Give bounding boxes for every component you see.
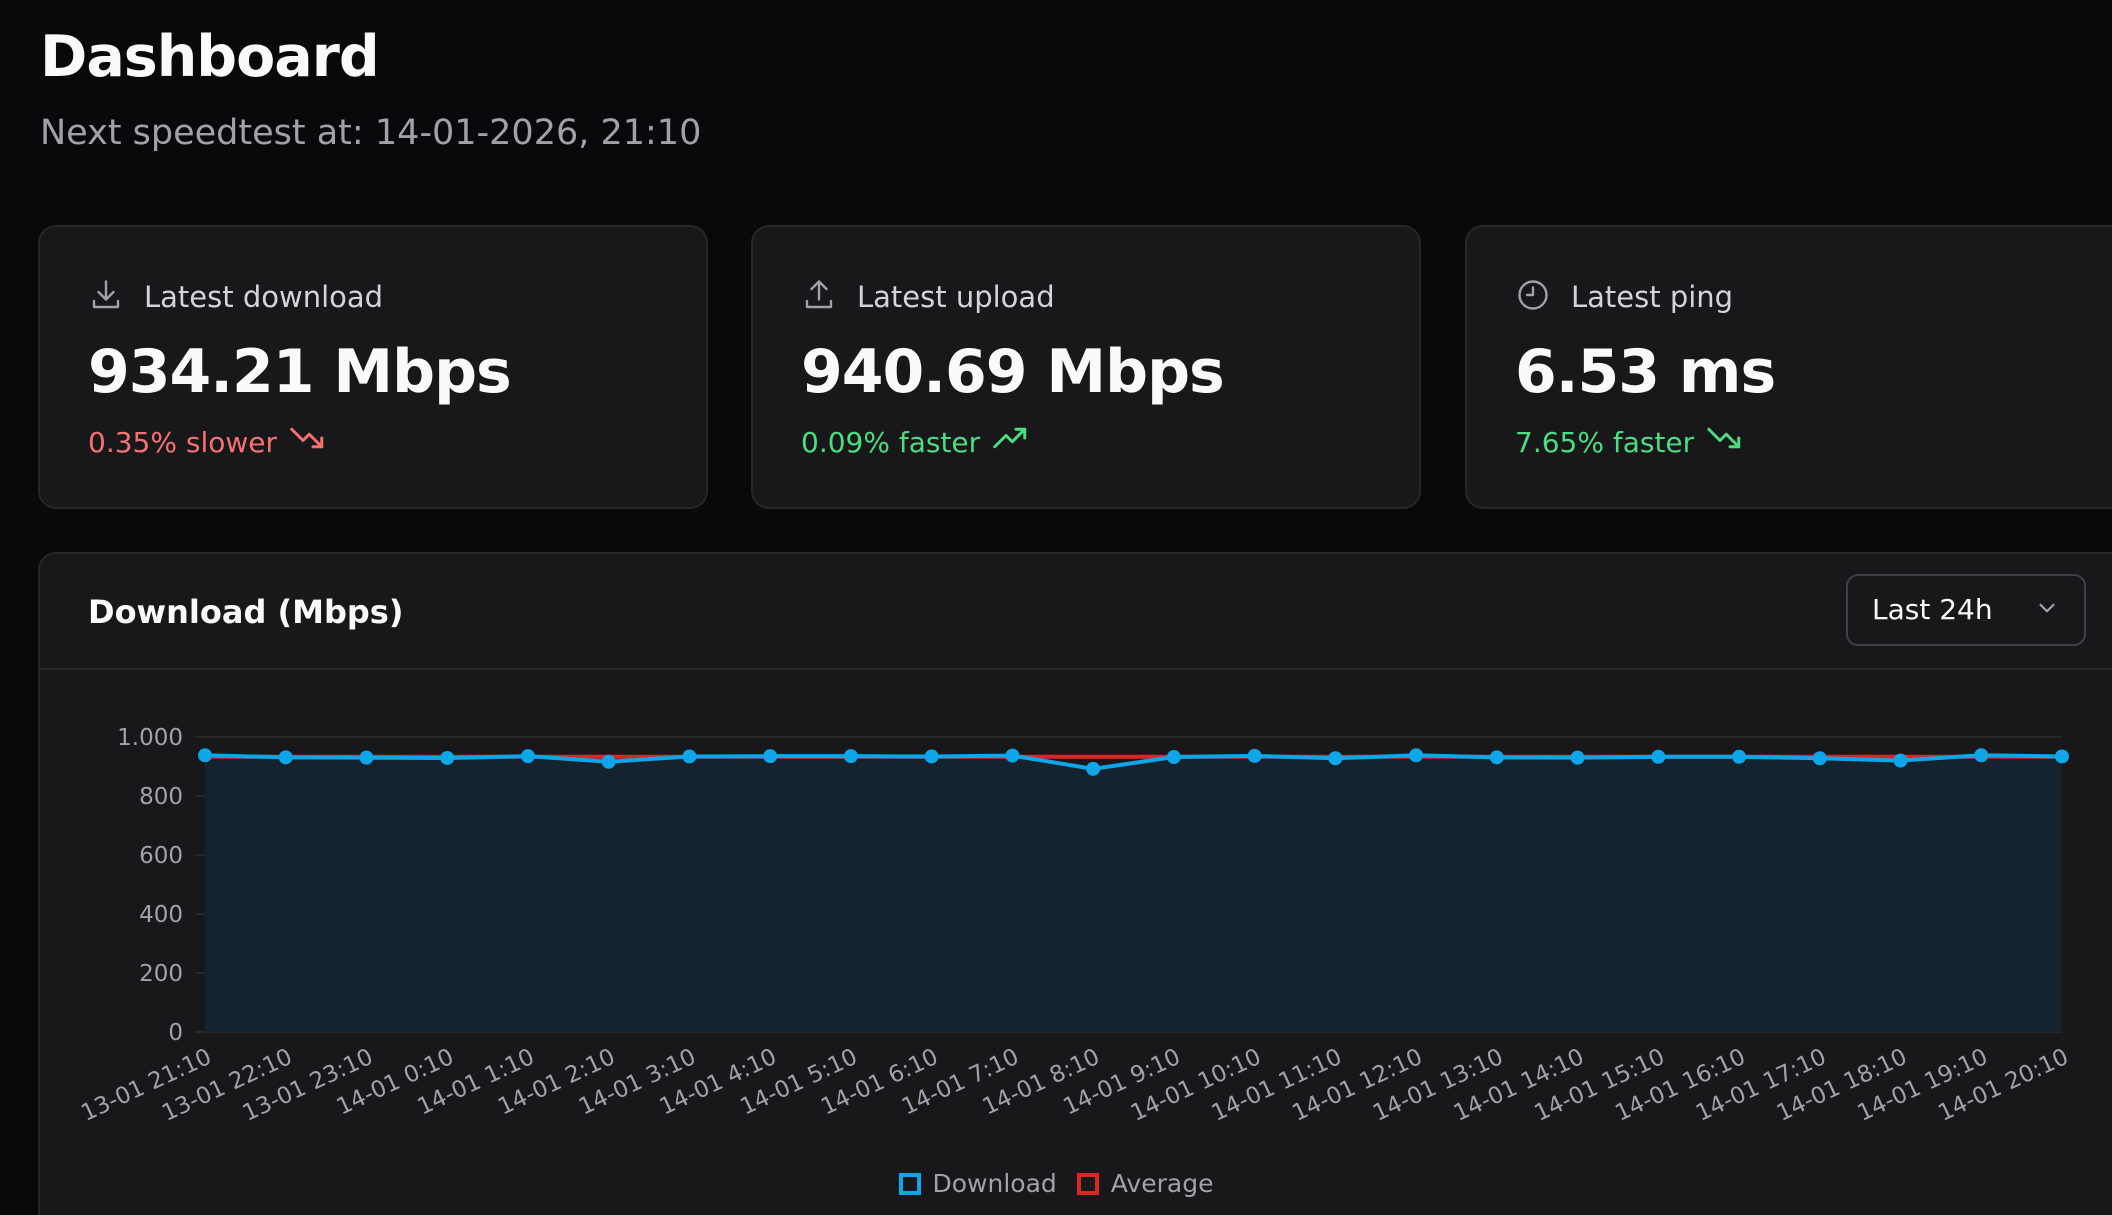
chart-legend: Download Average	[0, 1167, 2112, 1201]
legend-swatch-average	[1076, 1173, 1099, 1195]
latest-upload-value: 940.69 Mbps	[801, 337, 1225, 407]
latest-upload-delta: 0.09% faster	[801, 423, 1030, 462]
download-point[interactable]	[1812, 751, 1827, 766]
y-tick-label: 800	[139, 784, 183, 810]
y-tick-label: 200	[139, 961, 183, 987]
download-point[interactable]	[1651, 749, 1666, 764]
download-point[interactable]	[1489, 750, 1504, 765]
upload-icon	[801, 277, 837, 317]
latest-ping-header: Latest ping	[1515, 277, 1733, 317]
legend-swatch-download	[898, 1173, 921, 1195]
latest-download-label: Latest download	[144, 280, 384, 314]
time-range-select[interactable]: Last 24h	[1846, 574, 2086, 646]
legend-item-download[interactable]: Download	[898, 1167, 1057, 1201]
latest-download-header: Latest download	[88, 277, 383, 317]
download-point[interactable]	[843, 749, 858, 764]
latest-download-value: 934.21 Mbps	[88, 337, 512, 407]
download-point[interactable]	[198, 748, 212, 763]
latest-download-delta: 0.35% slower	[88, 423, 327, 462]
download-point[interactable]	[359, 750, 374, 765]
legend-item-average[interactable]: Average	[1076, 1167, 1214, 1201]
download-line	[204, 753, 2063, 771]
download-point[interactable]	[1570, 750, 1585, 765]
download-point[interactable]	[520, 749, 535, 764]
latest-ping-card: Latest ping 6.53 ms 7.65% faster	[1465, 225, 2112, 509]
y-axis-ticks: 0 200 400 600 800 1.000	[117, 725, 183, 1046]
latest-download-card: Latest download 934.21 Mbps 0.35% slower	[38, 225, 708, 509]
y-tick-label: 0	[168, 1020, 183, 1046]
chart-line-layer	[204, 753, 2063, 771]
latest-upload-card: Latest upload 940.69 Mbps 0.09% faster	[751, 225, 1421, 509]
download-point[interactable]	[763, 749, 778, 764]
y-tick-label: 600	[139, 843, 183, 869]
chart-point-layer	[198, 748, 2069, 776]
download-point[interactable]	[1005, 748, 1020, 763]
chart-header: Download (Mbps) Last 24h	[40, 554, 2112, 670]
trending-up-icon	[992, 423, 1030, 462]
time-range-value: Last 24h	[1872, 593, 1993, 626]
latest-ping-delta: 7.65% faster	[1515, 423, 1744, 462]
download-point[interactable]	[2055, 749, 2069, 764]
latest-upload-label: Latest upload	[857, 280, 1055, 314]
latest-upload-header: Latest upload	[801, 277, 1055, 317]
chart-title: Download (Mbps)	[88, 593, 404, 631]
download-point[interactable]	[1166, 750, 1181, 765]
clock-icon	[1515, 277, 1551, 317]
page-title: Dashboard	[40, 24, 380, 90]
next-speedtest-text: Next speedtest at: 14-01-2026, 21:10	[40, 113, 702, 153]
chevron-down-icon	[2034, 595, 2060, 625]
download-point[interactable]	[601, 754, 616, 769]
download-delta-text: 0.35% slower	[88, 425, 277, 459]
download-point[interactable]	[1086, 761, 1101, 776]
download-point[interactable]	[1974, 748, 1989, 763]
download-icon	[88, 277, 124, 317]
download-point[interactable]	[682, 749, 697, 764]
legend-label-average: Average	[1110, 1169, 1214, 1198]
download-point[interactable]	[278, 750, 293, 765]
download-point[interactable]	[1893, 753, 1908, 768]
latest-ping-label: Latest ping	[1571, 280, 1734, 314]
download-point[interactable]	[440, 750, 455, 765]
y-tick-label: 1.000	[117, 725, 183, 751]
ping-delta-text: 7.65% faster	[1515, 425, 1695, 459]
legend-label-download: Download	[932, 1169, 1057, 1198]
download-point[interactable]	[924, 749, 939, 764]
download-point[interactable]	[1328, 751, 1343, 766]
upload-delta-text: 0.09% faster	[801, 425, 981, 459]
download-point[interactable]	[1247, 748, 1262, 763]
y-tick-label: 400	[139, 902, 183, 928]
latest-ping-value: 6.53 ms	[1515, 337, 1776, 407]
trending-down-icon	[289, 423, 327, 462]
download-point[interactable]	[1732, 749, 1747, 764]
download-point[interactable]	[1409, 748, 1424, 763]
download-area	[205, 755, 2062, 1032]
trending-down-icon	[1706, 423, 1744, 462]
chart-area-layer	[205, 755, 2062, 1032]
